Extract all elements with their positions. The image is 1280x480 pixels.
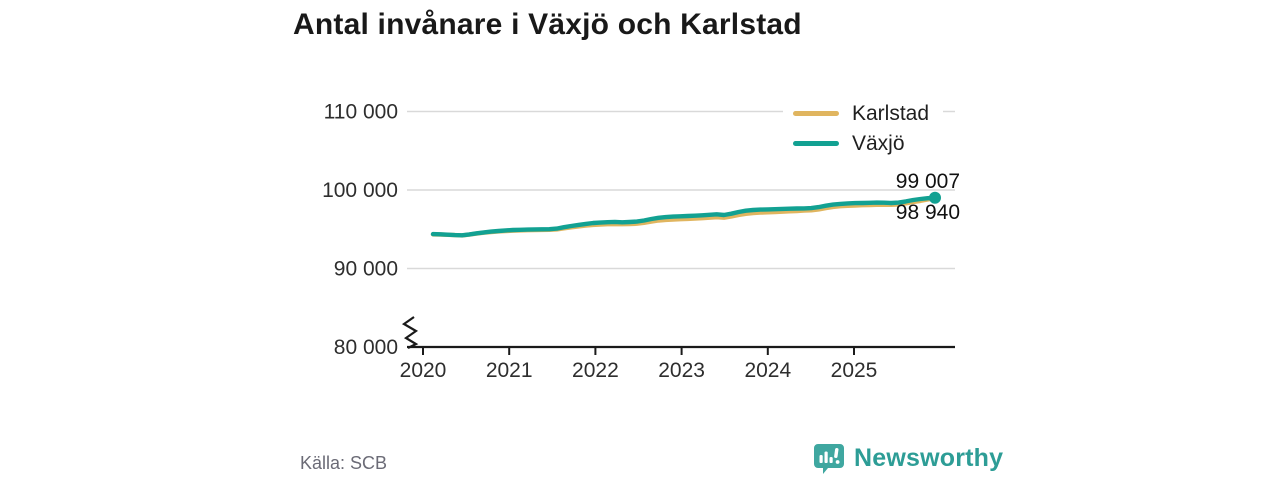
vaxjo-line-swatch-icon [793,140,839,146]
legend-label: Växjö [852,131,905,155]
chart-legend: Karlstad Växjö [783,94,944,164]
x-tick-label: 2023 [658,359,705,382]
page-title: Antal invånare i Växjö och Karlstad [293,8,802,41]
newsworthy-logo-icon [814,444,844,474]
series-layer [430,191,941,238]
brand-name: Newsworthy [854,443,1004,472]
series-end-dot-växjö [929,191,941,204]
x-tick-label: 2022 [572,359,619,382]
legend-item-karlstad: Karlstad [793,98,929,128]
axis-break-icon [401,316,419,349]
grid-layer: 110 000 100 000 90 000 80 000 [322,101,955,359]
y-tick-label: 90 000 [334,258,398,281]
legend-label: Karlstad [852,101,930,125]
newsworthy-brand: Newsworthy [812,441,1003,475]
y-tick-label: 100 000 [322,179,398,202]
series-line-växjö [430,195,938,238]
y-tick-label: 110 000 [324,101,398,124]
legend-item-vaxjo: Växjö [793,128,929,158]
x-tick-label: 2020 [400,359,447,382]
axis-layer: 2020 2021 2022 2023 2024 2025 [400,345,955,382]
x-tick-label: 2024 [744,359,791,382]
y-tick-label: 80 000 [334,336,398,359]
x-tick-label: 2025 [831,359,878,382]
x-tick-label: 2021 [486,359,533,382]
karlstad-line-swatch-icon [793,110,839,116]
karlstad-end-value-label: 98 940 [895,201,960,224]
source-note: Källa: SCB [300,453,388,473]
vaxjo-end-value-label: 99 007 [895,170,960,193]
